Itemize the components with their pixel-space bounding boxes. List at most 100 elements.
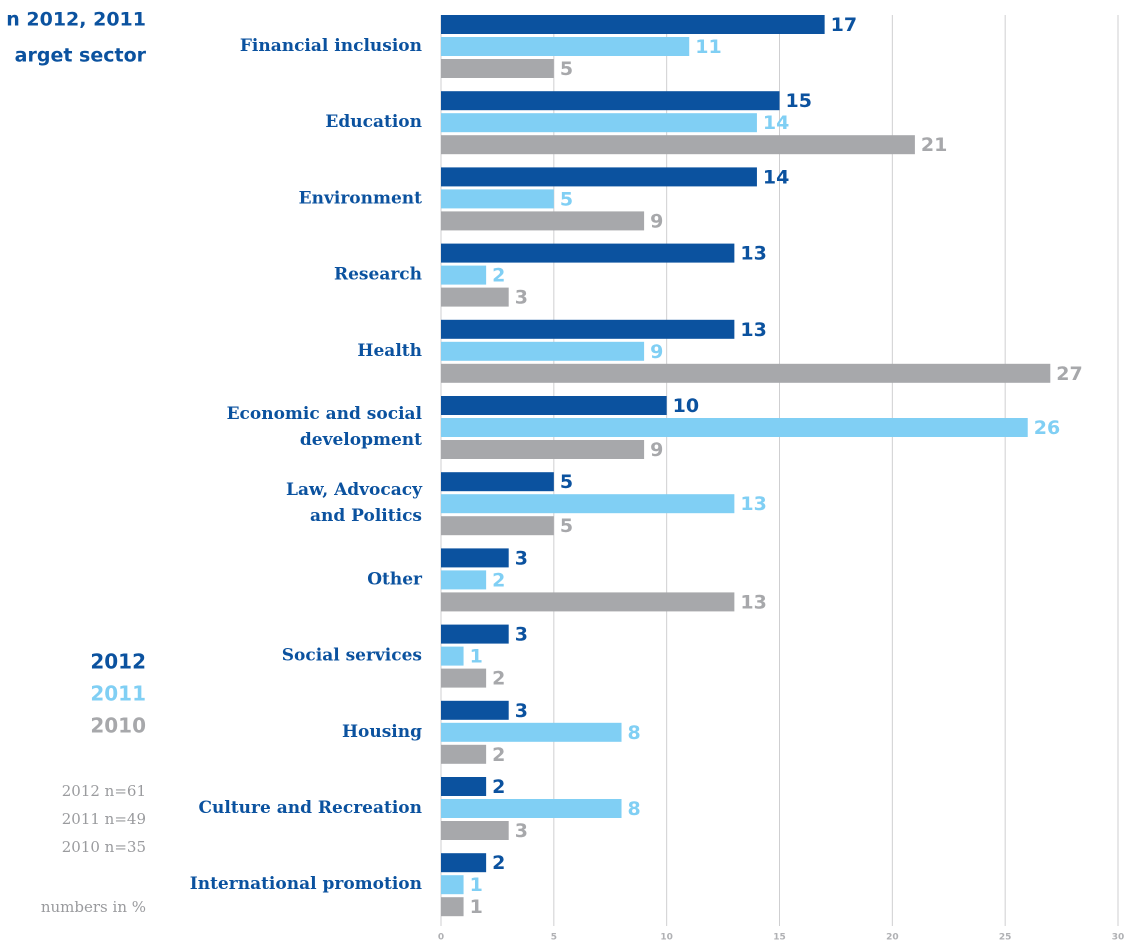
value-label: 2: [492, 265, 505, 287]
bar: [441, 135, 915, 155]
value-label: 2: [492, 569, 505, 591]
bar: [441, 472, 554, 492]
value-label: 11: [695, 36, 721, 58]
value-label: 1: [470, 896, 483, 918]
category-label: Law, Advocacy: [286, 480, 423, 500]
bar: [441, 700, 509, 720]
value-label: 8: [628, 798, 641, 820]
value-label: 3: [515, 820, 528, 842]
category-label: Environment: [299, 188, 422, 208]
category-label: International promotion: [190, 874, 422, 894]
x-tick-label: 30: [1112, 933, 1125, 942]
value-label: 2: [492, 744, 505, 766]
bar: [441, 319, 735, 339]
x-tick-label: 5: [551, 933, 557, 942]
bar: [441, 15, 825, 34]
value-label: 27: [1056, 363, 1082, 385]
bar: [441, 722, 622, 742]
x-tick-label: 0: [438, 933, 444, 942]
bar: [441, 396, 667, 415]
bar: [441, 777, 487, 796]
value-label: 14: [763, 166, 789, 188]
category-label: Research: [334, 265, 422, 285]
bar: [441, 548, 509, 568]
legend-entry: 2011: [90, 682, 146, 706]
value-label: 3: [515, 624, 528, 646]
value-label: 5: [560, 515, 573, 537]
note: numbers in %: [41, 898, 146, 916]
x-tick-label: 15: [773, 933, 786, 942]
value-label: 26: [1034, 417, 1060, 439]
value-label: 5: [560, 471, 573, 493]
bar: [441, 211, 645, 231]
bar: [441, 91, 780, 111]
value-label: 2: [492, 776, 505, 798]
category-label: Financial inclusion: [240, 36, 422, 56]
bar: [441, 853, 487, 873]
note: 2012 n=61: [62, 782, 146, 800]
bar: [441, 516, 554, 536]
category-label: Other: [367, 569, 423, 589]
value-label: 17: [831, 14, 857, 36]
value-label: 13: [740, 591, 766, 613]
value-label: 21: [921, 134, 947, 156]
bar: [441, 440, 645, 459]
value-label: 13: [740, 319, 766, 341]
value-label: 3: [515, 287, 528, 309]
bar: [441, 799, 622, 818]
value-label: 8: [628, 722, 641, 744]
value-label: 1: [470, 874, 483, 896]
x-tick-label: 10: [660, 933, 673, 942]
bar: [441, 37, 690, 56]
value-label: 9: [650, 439, 663, 461]
value-label: 3: [515, 700, 528, 722]
chart-title: n 2012, 2011: [6, 9, 146, 31]
note: 2011 n=49: [62, 810, 146, 828]
category-label: and Politics: [310, 506, 422, 526]
category-label: development: [300, 430, 422, 450]
bar: [441, 265, 487, 285]
value-label: 15: [786, 90, 812, 112]
bar: [441, 821, 509, 840]
x-tick-label: 25: [999, 933, 1012, 942]
value-label: 2: [492, 668, 505, 690]
chart-title: arget sector: [15, 45, 147, 67]
value-label: 9: [650, 341, 663, 363]
bar: [441, 167, 757, 187]
value-label: 14: [763, 112, 789, 134]
bar: [441, 592, 735, 612]
bar: [441, 341, 645, 361]
category-label: Education: [325, 112, 422, 132]
value-label: 5: [560, 58, 573, 80]
bar: [441, 897, 464, 917]
value-label: 5: [560, 188, 573, 210]
bar: [441, 875, 464, 895]
bar: [441, 287, 509, 307]
category-label: Culture and Recreation: [198, 798, 422, 818]
category-label: Health: [357, 341, 422, 361]
category-label: Housing: [342, 722, 422, 742]
bar: [441, 113, 757, 133]
bar: [441, 243, 735, 263]
value-label: 2: [492, 852, 505, 874]
category-label: Economic and social: [227, 404, 423, 424]
note: 2010 n=35: [62, 838, 146, 856]
bar: [441, 418, 1028, 437]
bar: [441, 363, 1051, 383]
legend-entry: 2010: [90, 714, 146, 738]
value-label: 9: [650, 210, 663, 232]
bar: [441, 189, 554, 209]
bar: [441, 59, 554, 78]
bar: [441, 494, 735, 514]
bar: [441, 570, 487, 590]
value-label: 1: [470, 646, 483, 668]
bar: [441, 744, 487, 764]
category-label: Social services: [282, 646, 422, 666]
value-label: 13: [740, 493, 766, 515]
legend-entry: 2012: [90, 650, 146, 674]
value-label: 13: [740, 243, 766, 265]
bar: [441, 646, 464, 666]
x-tick-label: 20: [886, 933, 899, 942]
